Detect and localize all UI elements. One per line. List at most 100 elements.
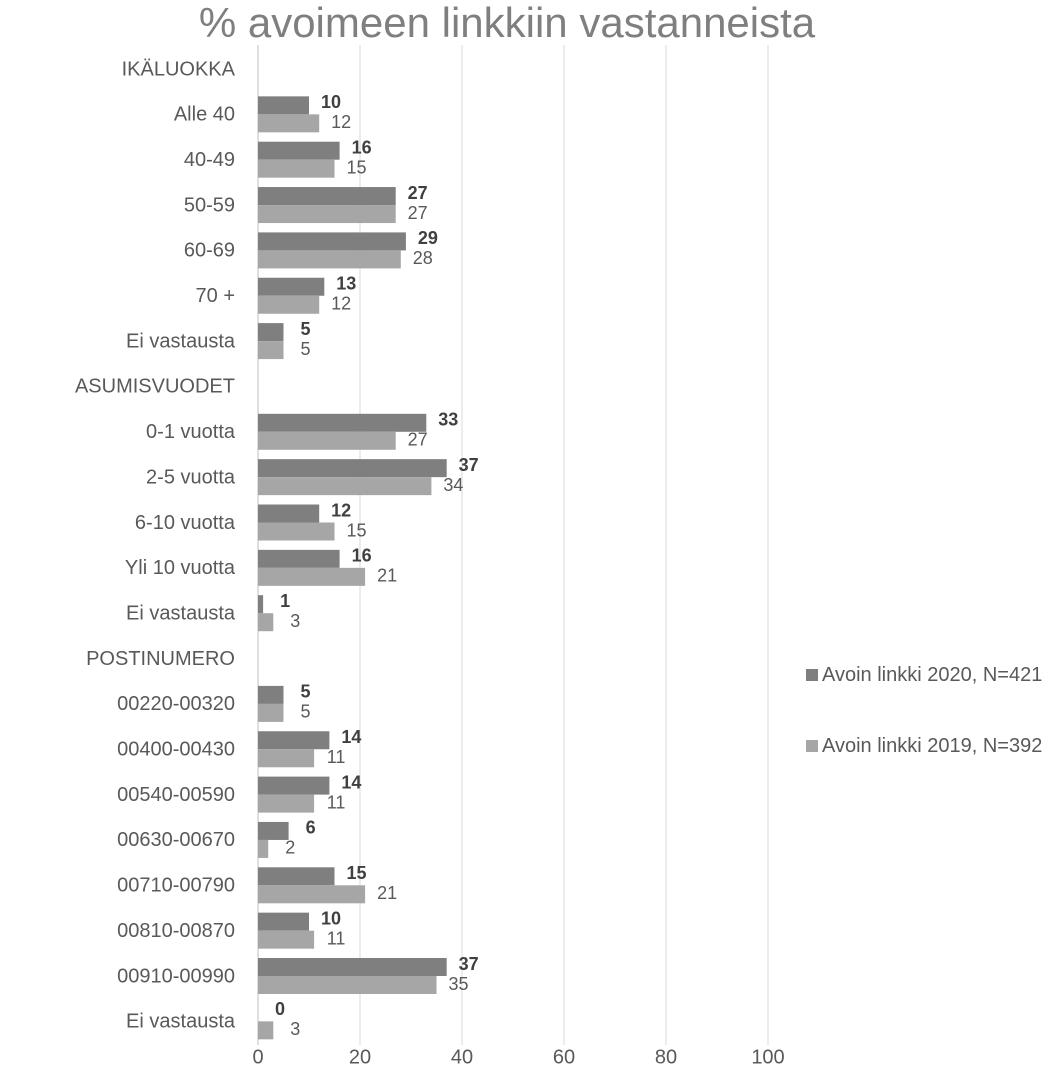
x-tick-label: 80 — [655, 1046, 677, 1068]
data-label: 37 — [459, 455, 479, 475]
bar — [258, 685, 284, 704]
bar — [258, 794, 315, 813]
y-tick-label: Alle 40 — [174, 104, 235, 126]
bar — [258, 413, 427, 432]
bar — [258, 867, 335, 886]
bar — [258, 567, 366, 586]
bar — [258, 159, 335, 178]
bar — [258, 613, 274, 632]
data-label: 11 — [327, 747, 346, 767]
bar — [258, 1021, 274, 1040]
data-label: 3 — [290, 1019, 300, 1039]
bar — [258, 277, 325, 296]
bar — [258, 522, 335, 541]
bar — [258, 912, 309, 931]
bar — [258, 187, 396, 206]
bar — [258, 250, 401, 269]
data-label: 11 — [327, 928, 346, 948]
bar — [258, 504, 320, 523]
y-tick-label: 40-49 — [184, 149, 235, 171]
x-tick-label: 20 — [349, 1046, 371, 1068]
legend-label: Avoin linkki 2020, N=421 — [822, 664, 1043, 686]
bar — [258, 549, 340, 568]
bar — [258, 477, 432, 496]
data-label: 12 — [331, 500, 351, 520]
y-tick-label: 2-5 vuotta — [146, 466, 236, 488]
y-tick-label: 0-1 vuotta — [146, 421, 236, 443]
y-tick-label: 60-69 — [184, 240, 235, 262]
data-label: 6 — [306, 818, 316, 838]
y-tick-label: 70 + — [196, 285, 235, 307]
data-label: 5 — [300, 319, 310, 339]
bar — [258, 976, 437, 994]
data-label: 28 — [413, 248, 433, 268]
legend-entry: Avoin linkki 2020, N=421 — [806, 662, 1052, 688]
bar — [258, 839, 269, 858]
legend-swatch — [806, 740, 818, 752]
data-label: 15 — [346, 520, 366, 540]
data-label: 29 — [418, 228, 438, 248]
data-label: 1 — [280, 591, 290, 611]
bar — [258, 96, 309, 115]
y-tick-label: 00710-00790 — [117, 875, 235, 897]
data-label: 3 — [290, 611, 300, 631]
bar — [258, 459, 447, 478]
y-tick-label: ASUMISVUODET — [75, 376, 235, 398]
data-label: 16 — [352, 546, 372, 566]
y-tick-label: 00910-00990 — [117, 965, 235, 987]
data-label: 16 — [352, 137, 372, 157]
data-label: 15 — [346, 157, 366, 177]
bar — [258, 595, 264, 614]
data-label: 33 — [438, 410, 458, 430]
bar — [258, 930, 315, 949]
legend-entry: Avoin linkki 2019, N=392 — [806, 733, 1052, 759]
y-tick-label: Yli 10 vuotta — [125, 557, 236, 579]
bar — [258, 731, 330, 750]
data-label: 10 — [321, 92, 341, 112]
y-tick-label: 00400-00430 — [117, 739, 235, 761]
y-tick-label: Ei vastausta — [126, 330, 236, 352]
data-label: 14 — [341, 772, 361, 792]
x-tick-label: 0 — [252, 1046, 263, 1068]
data-label: 27 — [408, 430, 428, 450]
data-label: 5 — [300, 702, 310, 722]
data-label: 15 — [346, 863, 366, 883]
data-label: 12 — [331, 294, 351, 314]
y-tick-label: 00220-00320 — [117, 693, 235, 715]
y-tick-label: POSTINUMERO — [86, 648, 235, 670]
data-label: 35 — [448, 974, 468, 994]
y-tick-label: 50-59 — [184, 194, 235, 216]
bar — [258, 141, 340, 160]
data-label: 11 — [327, 792, 346, 812]
bar — [258, 295, 320, 314]
y-tick-label: 6-10 vuotta — [135, 512, 236, 534]
bar — [258, 885, 366, 904]
data-label: 0 — [275, 999, 285, 1019]
bar — [258, 958, 447, 976]
bar — [258, 323, 284, 342]
data-label: 5 — [300, 339, 310, 359]
y-tick-label: Ei vastausta — [126, 602, 236, 624]
data-label: 27 — [408, 203, 428, 223]
x-tick-label: 40 — [451, 1046, 473, 1068]
bar — [258, 431, 396, 450]
data-label: 10 — [321, 908, 341, 928]
bar — [258, 703, 284, 722]
data-label: 2 — [285, 838, 295, 858]
data-label: 12 — [331, 112, 351, 132]
data-label: 34 — [443, 475, 463, 495]
data-label: 13 — [336, 274, 356, 294]
data-label: 14 — [341, 727, 361, 747]
y-tick-label: 00540-00590 — [117, 784, 235, 806]
x-tick-label: 60 — [553, 1046, 575, 1068]
y-tick-label: 00810-00870 — [117, 920, 235, 942]
y-tick-label: 00630-00670 — [117, 829, 235, 851]
bar — [258, 749, 315, 768]
legend-swatch — [806, 669, 818, 681]
data-label: 27 — [408, 183, 428, 203]
bar — [258, 821, 289, 840]
chart-title: % avoimeen linkkiin vastanneista — [199, 0, 816, 46]
data-label: 21 — [377, 566, 397, 586]
